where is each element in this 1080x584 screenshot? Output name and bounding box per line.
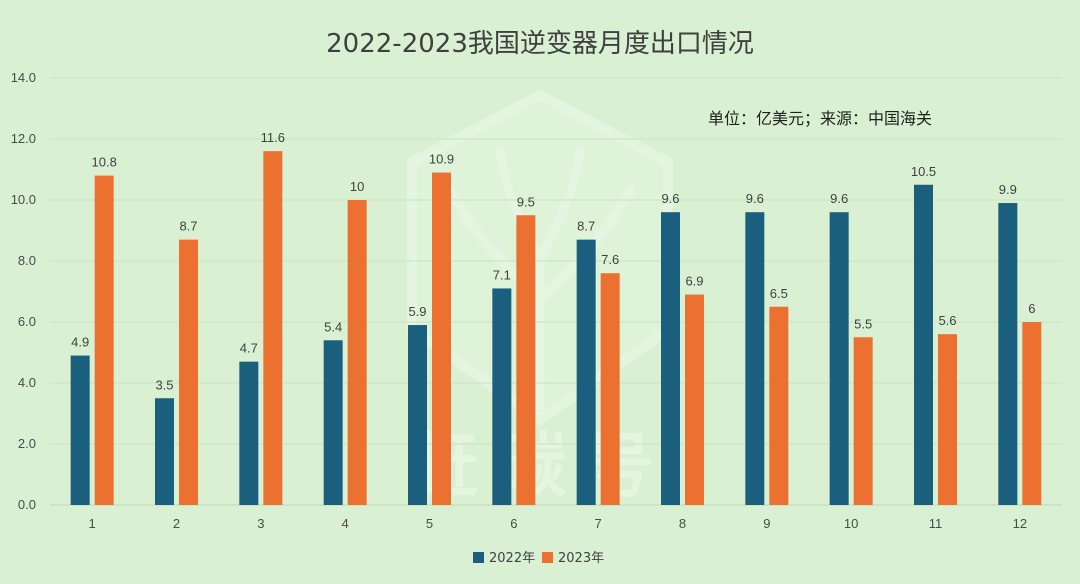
y-tick-label: 10.0 bbox=[11, 192, 36, 207]
y-tick-label: 12.0 bbox=[11, 131, 36, 146]
bar-2023年-10 bbox=[853, 337, 873, 505]
data-label: 9.5 bbox=[517, 194, 535, 209]
x-tick-label: 2 bbox=[173, 516, 180, 531]
data-label: 9.6 bbox=[830, 191, 848, 206]
data-label: 5.4 bbox=[324, 319, 342, 334]
bar-2022年-2 bbox=[155, 398, 174, 505]
x-tick-label: 9 bbox=[763, 516, 770, 531]
bar-2022年-1 bbox=[70, 355, 90, 505]
bar-2022年-12 bbox=[998, 203, 1018, 506]
data-label: 5.9 bbox=[408, 304, 426, 319]
bar-2023年-4 bbox=[347, 200, 367, 505]
data-label: 8.7 bbox=[179, 219, 197, 234]
data-label: 9.9 bbox=[999, 182, 1017, 197]
bars bbox=[70, 151, 1042, 506]
x-tick-label: 8 bbox=[679, 516, 686, 531]
x-tick-label: 6 bbox=[510, 516, 517, 531]
bar-2022年-7 bbox=[576, 239, 596, 505]
x-tick-label: 3 bbox=[257, 516, 264, 531]
bar-2023年-7 bbox=[600, 273, 620, 505]
data-label: 10.9 bbox=[429, 152, 454, 167]
data-label: 10.8 bbox=[92, 155, 117, 170]
bar-2023年-8 bbox=[685, 294, 704, 505]
data-label: 9.6 bbox=[746, 191, 764, 206]
bar-2022年-6 bbox=[492, 288, 512, 505]
x-tick-label: 5 bbox=[426, 516, 433, 531]
bar-2023年-5 bbox=[432, 172, 451, 506]
data-label: 4.9 bbox=[71, 335, 89, 350]
x-tick-label: 10 bbox=[844, 516, 858, 531]
x-tick-label: 12 bbox=[1013, 516, 1027, 531]
x-tick-label: 4 bbox=[342, 516, 349, 531]
gridlines bbox=[50, 77, 1062, 506]
bar-2023年-12 bbox=[1022, 322, 1042, 505]
y-axis-ticks: 0.0 2.0 4.0 6.0 8.0 10.0 12.0 14.0 bbox=[11, 70, 36, 512]
data-label: 8.7 bbox=[577, 219, 595, 234]
legend-swatch-2023 bbox=[542, 552, 553, 563]
data-label: 5.6 bbox=[938, 313, 956, 328]
legend-label-2023: 2023年 bbox=[558, 551, 604, 566]
bar-2023年-11 bbox=[938, 334, 957, 505]
data-label: 5.5 bbox=[854, 316, 872, 331]
chart-title: 2022-2023我国逆变器月度出口情况 bbox=[326, 29, 754, 59]
bar-2023年-1 bbox=[94, 175, 114, 505]
data-label: 9.6 bbox=[661, 191, 679, 206]
data-label: 7.6 bbox=[601, 252, 619, 267]
data-label: 11.6 bbox=[261, 130, 285, 145]
bar-2023年-3 bbox=[263, 151, 283, 505]
x-tick-label: 7 bbox=[595, 516, 602, 531]
bar-2022年-5 bbox=[408, 325, 427, 505]
y-tick-label: 4.0 bbox=[18, 375, 36, 390]
bar-2022年-3 bbox=[239, 361, 259, 505]
data-label: 4.7 bbox=[240, 341, 258, 356]
bar-2022年-8 bbox=[661, 212, 680, 505]
data-label: 6.5 bbox=[770, 286, 788, 301]
legend: 2022年 2023年 bbox=[473, 551, 604, 566]
x-axis-ticks: 1 2 3 4 5 6 7 8 9 10 11 12 bbox=[89, 516, 1028, 531]
bar-2023年-6 bbox=[516, 215, 536, 505]
y-tick-label: 8.0 bbox=[18, 253, 36, 268]
y-tick-label: 0.0 bbox=[18, 497, 36, 512]
y-tick-label: 2.0 bbox=[18, 436, 36, 451]
data-label: 7.1 bbox=[493, 267, 511, 282]
y-tick-label: 14.0 bbox=[11, 70, 36, 85]
bar-2022年-10 bbox=[829, 212, 849, 505]
data-labels: 4.9 10.8 3.5 8.7 4.7 11.6 5.4 10 5.9 10.9 7.1 9.5 8.… bbox=[71, 130, 1035, 392]
legend-label-2022: 2022年 bbox=[489, 551, 535, 566]
bar-2022年-4 bbox=[323, 340, 343, 505]
x-tick-label: 1 bbox=[89, 516, 96, 531]
x-tick-label: 11 bbox=[929, 516, 943, 531]
data-label: 6.9 bbox=[685, 274, 703, 289]
bar-2022年-11 bbox=[914, 184, 933, 505]
unit-source-note: 单位：亿美元；来源：中国海关 bbox=[708, 109, 932, 128]
bar-2023年-9 bbox=[769, 306, 789, 505]
bar-2023年-2 bbox=[179, 239, 198, 505]
legend-swatch-2022 bbox=[473, 552, 484, 563]
data-label: 10.5 bbox=[911, 164, 936, 179]
bar-2022年-9 bbox=[745, 212, 765, 505]
data-label: 6 bbox=[1028, 301, 1035, 316]
data-label: 10 bbox=[350, 179, 364, 194]
y-tick-label: 6.0 bbox=[18, 314, 36, 329]
data-label: 3.5 bbox=[155, 377, 173, 392]
